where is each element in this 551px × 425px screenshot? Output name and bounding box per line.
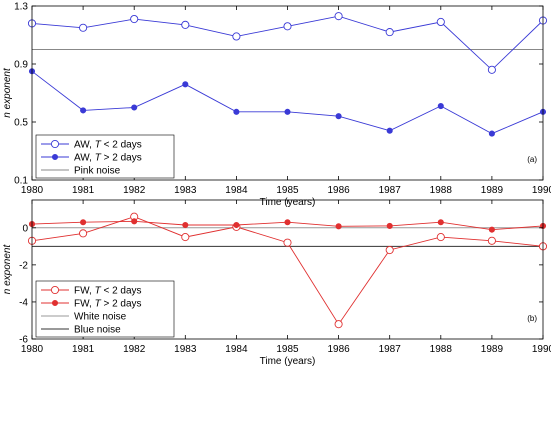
panel-b-xtick-label: 1980 — [21, 344, 44, 355]
panel-a-series-2-point — [80, 107, 87, 114]
panel-a-series-1-point — [181, 20, 190, 29]
panel-a-series-2-point — [386, 127, 393, 134]
panel-b-legend-item: FW, T > 2 days — [41, 299, 142, 310]
panel-b-xtick-label: 1983 — [174, 344, 197, 355]
panel-a-series-2-point — [182, 81, 189, 88]
panel-b-xtick-label: 1987 — [379, 344, 402, 355]
panel-a-series-1-point — [130, 14, 139, 24]
panel-a-xtick-label: 1981 — [72, 185, 95, 196]
panel-a-series-1-point — [334, 12, 343, 21]
panel-a-series-2-point — [437, 103, 444, 110]
panel-b-series-2-point — [182, 221, 189, 229]
panel-b-legend-item: Blue noise — [41, 325, 121, 336]
panel-a: 1980 1981 1982 1983 1984 1985 1986 1987 1988 1989… — [2, 2, 551, 209]
panel-b-legend-swatch-marker — [51, 299, 59, 307]
panel-a-series-2-point — [233, 108, 240, 115]
panel-b-ylabel: n exponent — [2, 244, 13, 295]
panel-a-series-2-point — [284, 108, 291, 115]
panel-a-series-1-point — [79, 23, 88, 32]
panel-a-series-1-point — [385, 28, 394, 37]
panel-b: 1980 1981 1982 1983 1984 1985 1986 1987 1988 1989… — [2, 199, 551, 367]
panel-b-legend-swatch-marker — [50, 285, 60, 295]
panel-a-ytick-label: 0.9 — [14, 60, 28, 71]
panel-b-legend-label: FW, T < 2 days — [74, 286, 142, 297]
panel-b-xtick-label: 1985 — [276, 344, 299, 355]
panel-a-xtick-label: 1984 — [225, 185, 248, 196]
panel-a-series-1-point — [283, 22, 292, 31]
panel-b-ytick-label: -4 — [19, 297, 28, 308]
panel-a-xtick-label: 1985 — [276, 185, 299, 196]
panel-b-series-2-point — [233, 221, 240, 229]
panel-b-series-2-point — [80, 219, 87, 226]
panel-a-legend-item: AW, T < 2 days — [41, 140, 142, 151]
panel-a-xtick-label: 1987 — [379, 185, 402, 196]
panel-a-series-1-point — [436, 17, 445, 27]
panel-b-xtick-label: 1986 — [327, 344, 350, 355]
panel-a-series-2-point — [488, 130, 495, 137]
panel-a-series-2-point — [335, 113, 342, 120]
panel-a-legend-label: AW, T < 2 days — [74, 140, 142, 151]
panel-b-panel-label: (b) — [527, 314, 537, 323]
panel-a-panel-label: (a) — [527, 155, 537, 164]
panel-b-xtick-label: 1984 — [225, 344, 248, 355]
panel-b-xtick-label: 1988 — [430, 344, 453, 355]
panel-a-legend-item: Pink noise — [41, 166, 121, 177]
panel-b-legend-label: FW, T > 2 days — [74, 299, 142, 310]
panel-b-legend-label: Blue noise — [74, 325, 121, 336]
panel-b-series-2-point — [284, 219, 291, 226]
panel-b-legend-item: FW, T < 2 days — [41, 286, 142, 297]
panel-b-series-2-point — [335, 223, 342, 230]
panel-b-series-2-point — [386, 222, 393, 229]
panel-a-series-2-point — [131, 104, 138, 111]
panel-a-ytick-label: 1.3 — [14, 2, 28, 13]
panel-b-legend-label: White noise — [74, 312, 127, 323]
panel-a-xtick-label: 1982 — [123, 185, 146, 196]
panel-b-legend-item: White noise — [41, 312, 127, 323]
panel-a-xtick-label: 1986 — [327, 185, 350, 196]
panel-b-series-2-point — [437, 219, 444, 226]
panel-a-legend: AW, T < 2 days AW, T > 2 days Pink noise — [35, 134, 175, 179]
panel-b-legend: FW, T < 2 days FW, T > 2 days White noise B… — [35, 280, 175, 338]
panel-a-xtick-label: 1980 — [21, 185, 44, 196]
panel-b-ytick-label: 0 — [22, 223, 28, 234]
panel-a-series-1-point — [232, 32, 241, 41]
panel-a-legend-item: AW, T > 2 days — [41, 153, 142, 164]
panel-b-series-1-point — [181, 233, 190, 242]
panel-b-series-2-point — [131, 218, 138, 225]
panel-a-legend-label: AW, T > 2 days — [74, 153, 142, 164]
panel-b-xtick-label: 1982 — [123, 344, 146, 355]
panel-a-ytick-label: 0.1 — [14, 176, 28, 187]
panel-a-xtick-label: 1983 — [174, 185, 197, 196]
panel-b-xtick-label: 1989 — [481, 344, 504, 355]
panel-a-legend-label: Pink noise — [74, 166, 121, 177]
panel-b-xtick-label: 1981 — [72, 344, 95, 355]
panel-a-ylabel: n exponent — [2, 67, 13, 118]
panel-b-series-2-point — [488, 226, 495, 233]
panel-b-ytick-label: -6 — [19, 335, 28, 346]
panel-a-xtick-label: 1989 — [481, 185, 504, 196]
panel-a-series-2-line — [31, 70, 544, 135]
panel-b-xlabel: Time (years) — [260, 356, 316, 367]
panel-b-series-1-point — [334, 320, 343, 329]
panel-b-series-1-point — [283, 238, 292, 247]
panel-b-series-1-point — [436, 233, 445, 242]
panel-b-series-1-point — [385, 245, 394, 255]
panel-a-series-1-point — [487, 65, 496, 74]
panel-a-legend-box — [35, 134, 175, 179]
panel-b-series-1-point — [487, 236, 496, 245]
panel-a-xtick-label: 1988 — [430, 185, 453, 196]
panel-a-ytick-label: 0.5 — [14, 118, 28, 129]
panel-a-legend-swatch-marker — [50, 139, 60, 149]
panel-b-ytick-label: -2 — [19, 260, 28, 271]
panel-b-series-1-point — [79, 229, 88, 238]
panel-a-legend-swatch-marker — [51, 153, 59, 161]
